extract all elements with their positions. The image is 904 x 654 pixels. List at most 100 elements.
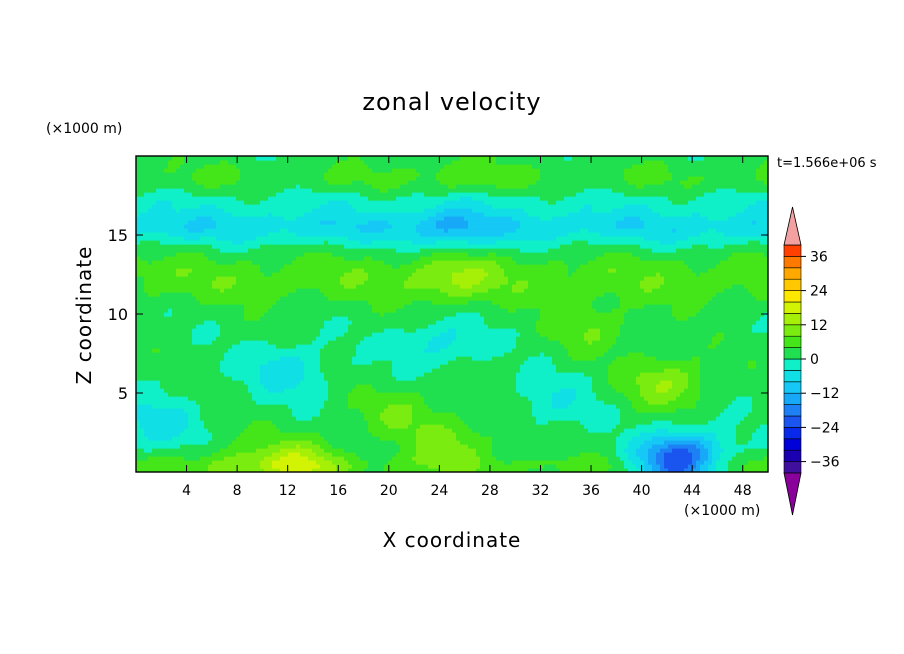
field-cell bbox=[708, 400, 713, 405]
field-cell bbox=[716, 376, 721, 381]
field-cell bbox=[224, 456, 229, 461]
field-cell bbox=[484, 372, 489, 377]
field-cell bbox=[720, 352, 725, 357]
field-cell bbox=[300, 404, 305, 409]
field-cell bbox=[656, 420, 661, 425]
field-cell bbox=[728, 424, 733, 429]
field-cell bbox=[568, 360, 573, 365]
field-cell bbox=[440, 428, 445, 433]
field-cell bbox=[336, 380, 341, 385]
field-cell bbox=[280, 424, 285, 429]
field-cell bbox=[596, 388, 601, 393]
field-cell bbox=[228, 376, 233, 381]
field-cell bbox=[352, 404, 357, 409]
field-cell bbox=[676, 464, 681, 469]
field-cell bbox=[248, 368, 253, 373]
field-cell bbox=[436, 412, 441, 417]
field-cell bbox=[668, 356, 673, 361]
field-cell bbox=[576, 400, 581, 405]
field-cell bbox=[324, 412, 329, 417]
field-cell bbox=[548, 392, 553, 397]
field-cell bbox=[464, 400, 469, 405]
field-cell bbox=[756, 420, 761, 425]
field-cell bbox=[616, 376, 621, 381]
field-cell bbox=[156, 356, 161, 361]
field-cell bbox=[536, 372, 541, 377]
field-cell bbox=[764, 400, 768, 405]
field-cell bbox=[284, 432, 289, 437]
field-cell bbox=[180, 380, 185, 385]
field-cell bbox=[720, 440, 725, 445]
field-cell bbox=[752, 436, 757, 441]
field-cell bbox=[216, 364, 221, 369]
field-cell bbox=[424, 348, 429, 353]
field-cell bbox=[340, 444, 345, 449]
field-cell bbox=[332, 416, 337, 421]
field-cell bbox=[628, 412, 633, 417]
field-cell bbox=[408, 392, 413, 397]
field-cell bbox=[312, 460, 317, 465]
field-cell bbox=[560, 376, 565, 381]
field-cell bbox=[292, 460, 297, 465]
field-cell bbox=[684, 348, 689, 353]
field-cell bbox=[604, 356, 609, 361]
field-cell bbox=[340, 360, 345, 365]
field-cell bbox=[260, 372, 265, 377]
field-cell bbox=[540, 392, 545, 397]
field-cell bbox=[280, 468, 285, 472]
field-cell bbox=[396, 436, 401, 441]
field-cell bbox=[520, 436, 525, 441]
field-cell bbox=[196, 396, 201, 401]
field-cell bbox=[200, 428, 205, 433]
field-cell bbox=[480, 416, 485, 421]
field-cell bbox=[512, 372, 517, 377]
field-cell bbox=[276, 392, 281, 397]
field-cell bbox=[168, 464, 173, 469]
field-cell bbox=[380, 448, 385, 453]
field-cell bbox=[636, 356, 641, 361]
field-cell bbox=[720, 452, 725, 457]
field-cell bbox=[200, 344, 205, 349]
field-cell bbox=[608, 436, 613, 441]
field-cell bbox=[224, 376, 229, 381]
field-cell bbox=[600, 384, 605, 389]
field-cell bbox=[432, 416, 437, 421]
field-cell bbox=[320, 356, 325, 361]
field-cell bbox=[508, 456, 513, 461]
field-cell bbox=[612, 416, 617, 421]
field-cell bbox=[496, 468, 501, 472]
field-cell bbox=[576, 444, 581, 449]
field-cell bbox=[632, 408, 637, 413]
field-cell bbox=[624, 412, 629, 417]
field-cell bbox=[712, 428, 717, 433]
field-cell bbox=[732, 388, 737, 393]
field-cell bbox=[716, 372, 721, 377]
field-cell bbox=[236, 404, 241, 409]
field-cell bbox=[696, 432, 701, 437]
field-cell bbox=[520, 464, 525, 469]
field-cell bbox=[436, 356, 441, 361]
field-cell bbox=[640, 368, 645, 373]
field-cell bbox=[208, 376, 213, 381]
field-cell bbox=[676, 432, 681, 437]
field-cell bbox=[320, 408, 325, 413]
field-cell bbox=[464, 348, 469, 353]
field-cell bbox=[556, 348, 561, 353]
field-cell bbox=[232, 420, 237, 425]
field-cell bbox=[584, 364, 589, 369]
field-cell bbox=[636, 468, 641, 472]
field-cell bbox=[228, 400, 233, 405]
field-cell bbox=[272, 460, 277, 465]
field-cell bbox=[236, 460, 241, 465]
field-cell bbox=[640, 372, 645, 377]
field-cell bbox=[592, 424, 597, 429]
field-cell bbox=[148, 388, 153, 393]
field-cell bbox=[240, 468, 245, 472]
field-cell bbox=[576, 428, 581, 433]
field-cell bbox=[756, 456, 761, 461]
field-cell bbox=[192, 408, 197, 413]
field-cell bbox=[536, 392, 541, 397]
field-cell bbox=[676, 456, 681, 461]
field-cell bbox=[596, 368, 601, 373]
field-cell bbox=[580, 376, 585, 381]
